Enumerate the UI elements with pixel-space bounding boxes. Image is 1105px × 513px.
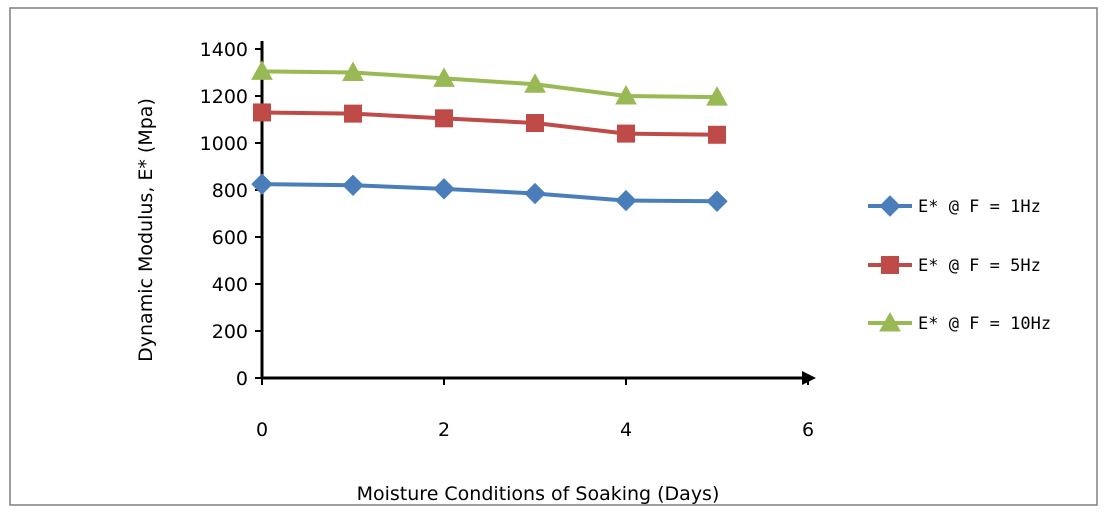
series-line-3 [260,69,719,100]
legend-label-2: E* @ F = 5Hz [918,256,1041,276]
y-tick-label: 800 [212,180,248,202]
data-point [342,61,364,81]
y-tick-label: 600 [212,227,248,249]
y-tick-label: 1400 [200,39,248,61]
data-point [524,182,546,205]
x-axis-title: Moisture Conditions of Soaking (Days) [357,483,720,505]
series-line-2 [260,110,719,137]
y-tick-label: 200 [212,321,248,343]
x-tick-label: 0 [256,419,268,441]
series-line-1 [260,182,719,204]
data-point [524,73,546,93]
data-point [706,190,728,212]
data-point [435,109,453,128]
legend-marker-3 [879,311,901,332]
legend-label-1: E* @ F = 1Hz [918,197,1041,217]
x-tick-label: 2 [438,419,450,441]
legend-marker-2 [881,256,899,274]
data-point [342,174,364,197]
data-point [251,60,273,80]
data-point [526,114,544,133]
x-tick-label: 6 [802,419,814,441]
data-point [251,173,273,195]
data-point [344,104,362,123]
data-point [253,103,271,122]
y-tick-label: 400 [212,274,248,296]
data-point [433,178,455,200]
data-point [706,86,728,106]
x-tick-label: 4 [620,419,632,441]
y-tick-label: 1000 [200,133,248,155]
axes: 0 200 400 600 800 1000 1200 1400 0 2 4 6 [200,39,816,441]
y-axis-title: Dynamic Modulus, E* (Mpa) [135,98,157,362]
data-point [615,84,637,105]
data-point [617,124,635,143]
legend-label-3: E* @ F = 10Hz [918,314,1051,334]
y-tick-label: 0 [236,368,248,390]
data-point [615,189,637,212]
legend-marker-1 [879,195,901,217]
data-point [708,125,726,144]
plot-area [251,60,728,212]
y-tick-label: 1200 [200,86,248,108]
chart-border [9,7,1098,506]
legend: E* @ F = 1Hz E* @ F = 5Hz E* @ F = 10Hz [868,195,1051,334]
data-point [433,67,455,87]
